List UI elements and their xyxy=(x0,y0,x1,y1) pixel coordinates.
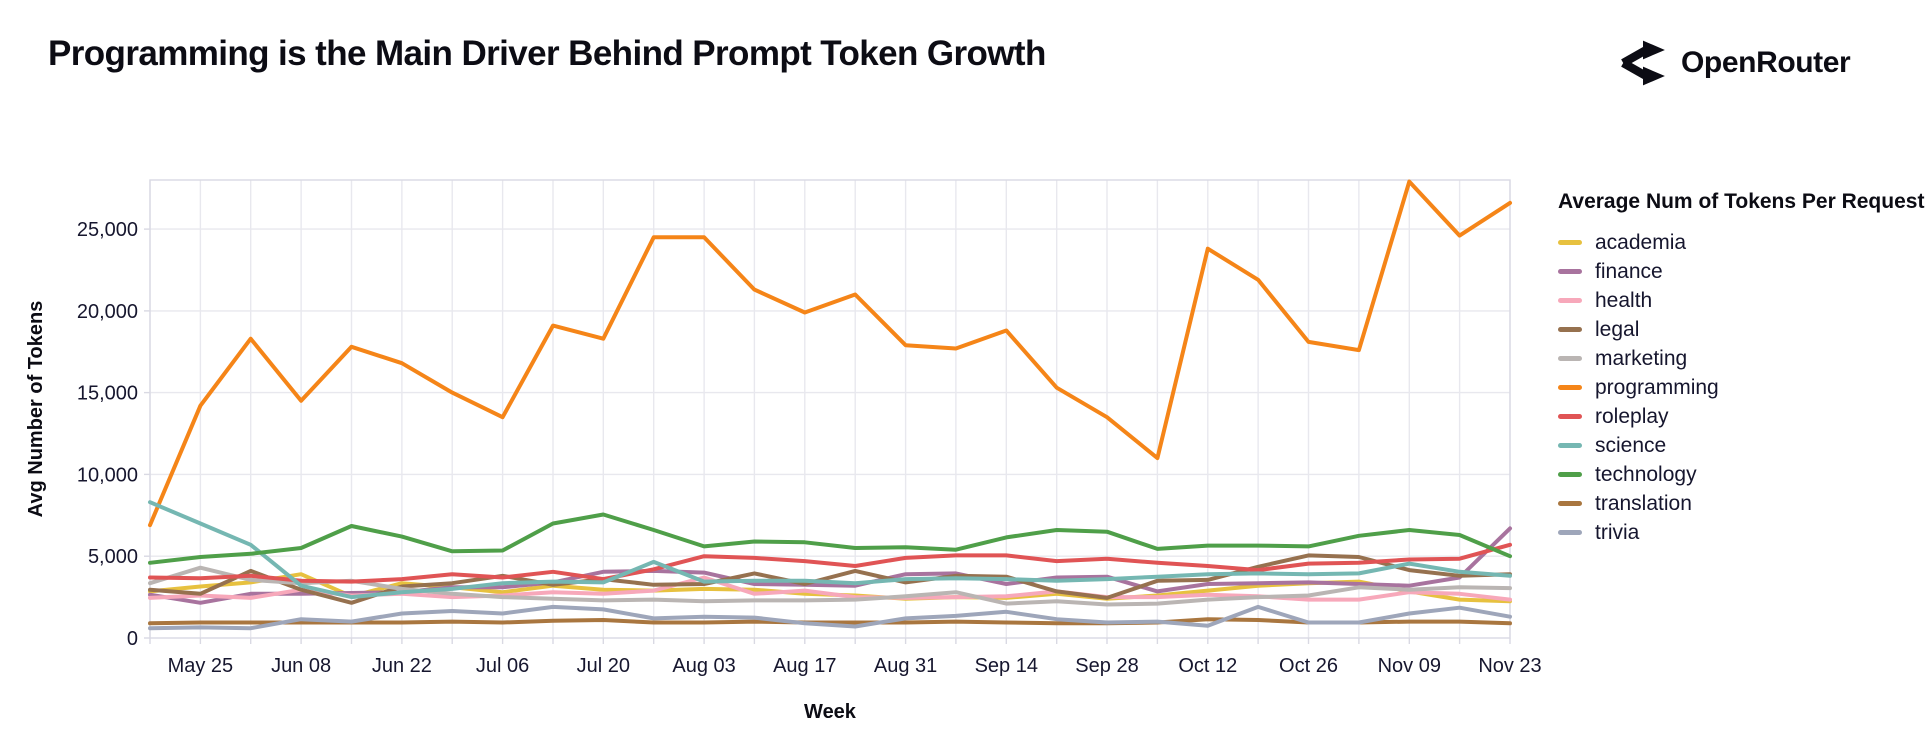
legend-item-technology: technology xyxy=(1558,460,1918,489)
legend-item-academia: academia xyxy=(1558,228,1918,257)
page-title: Programming is the Main Driver Behind Pr… xyxy=(48,34,1046,73)
x-axis-title: Week xyxy=(804,701,857,723)
y-tick-label: 20,000 xyxy=(77,301,138,323)
y-tick-label: 0 xyxy=(127,628,138,650)
legend-title: Average Num of Tokens Per Request xyxy=(1558,190,1925,213)
legend-swatch-icon xyxy=(1558,385,1582,390)
legend-swatch-icon xyxy=(1558,414,1582,419)
x-tick-label: Oct 26 xyxy=(1279,655,1338,677)
x-tick-label: Jun 22 xyxy=(372,655,432,677)
legend-item-health: health xyxy=(1558,286,1918,315)
brand: OpenRouter xyxy=(1618,38,1851,88)
y-tick-label: 10,000 xyxy=(77,464,138,486)
legend-item-legal: legal xyxy=(1558,315,1918,344)
legend-item-roleplay: roleplay xyxy=(1558,402,1918,431)
series-trivia xyxy=(148,604,1512,631)
legend-item-label: translation xyxy=(1595,491,1692,515)
brand-name: OpenRouter xyxy=(1681,46,1851,79)
series-technology xyxy=(148,512,1512,565)
legend-swatch-icon xyxy=(1558,443,1582,448)
y-tick-label: 15,000 xyxy=(77,383,138,405)
legend-item-programming: programming xyxy=(1558,373,1918,402)
legend-item-label: roleplay xyxy=(1595,404,1669,428)
x-tick-label: Aug 03 xyxy=(672,655,735,677)
x-tick-label: Aug 31 xyxy=(874,655,937,677)
legend-swatch-icon xyxy=(1558,472,1582,477)
series-science xyxy=(148,500,1512,600)
x-tick-label: Oct 12 xyxy=(1178,655,1237,677)
legend-item-label: trivia xyxy=(1595,520,1640,544)
x-tick-label: Aug 17 xyxy=(773,655,836,677)
plot-border xyxy=(149,179,1511,639)
y-axis-title: Avg Number of Tokens xyxy=(25,301,47,518)
series-marketing xyxy=(148,565,1512,607)
legend-swatch-icon xyxy=(1558,327,1582,332)
chart-legend: Average Num of Tokens Per Request academ… xyxy=(1558,190,1925,547)
x-tick-label: Sep 14 xyxy=(975,655,1038,677)
legend-item-translation: translation xyxy=(1558,489,1918,518)
legend-item-label: science xyxy=(1595,433,1667,457)
x-tick-label: Jun 08 xyxy=(271,655,331,677)
legend-item-label: academia xyxy=(1595,230,1687,254)
legend-swatch-icon xyxy=(1558,269,1582,274)
legend-swatch-icon xyxy=(1558,298,1582,303)
legend-item-label: programming xyxy=(1595,375,1719,399)
x-tick-label: Jul 20 xyxy=(577,655,630,677)
x-tick-label: Nov 23 xyxy=(1478,655,1541,677)
legend-item-label: health xyxy=(1595,288,1653,312)
series-translation xyxy=(148,617,1512,626)
legend-swatch-icon xyxy=(1558,356,1582,361)
legend-item-marketing: marketing xyxy=(1558,344,1918,373)
x-tick-labels: May 25 Jun 08 Jun 22 Jul 06 Jul 20 Aug 03 Aug … xyxy=(168,655,1542,677)
legend-item-label: legal xyxy=(1595,317,1640,341)
legend-swatch-icon xyxy=(1558,530,1582,535)
legend-item-label: marketing xyxy=(1595,346,1688,370)
legend-item-finance: finance xyxy=(1558,257,1918,286)
series-programming xyxy=(148,179,1512,528)
legend-item-label: finance xyxy=(1595,259,1663,283)
legend-item-label: technology xyxy=(1595,462,1697,486)
legend-items: academia finance health legal marketing progr… xyxy=(1558,228,1918,547)
x-tick-label: May 25 xyxy=(168,655,234,677)
legend-item-science: science xyxy=(1558,431,1918,460)
legend-swatch-icon xyxy=(1558,240,1582,245)
x-tick-label: Jul 06 xyxy=(476,655,529,677)
x-tick-label: Sep 28 xyxy=(1075,655,1138,677)
openrouter-logo-icon xyxy=(1618,38,1668,88)
legend-item-trivia: trivia xyxy=(1558,518,1918,547)
legend-swatch-icon xyxy=(1558,501,1582,506)
series-roleplay xyxy=(148,542,1512,584)
y-tick-label: 5,000 xyxy=(88,546,138,568)
x-tick-label: Nov 09 xyxy=(1378,655,1441,677)
y-tick-label: 25,000 xyxy=(77,219,138,241)
